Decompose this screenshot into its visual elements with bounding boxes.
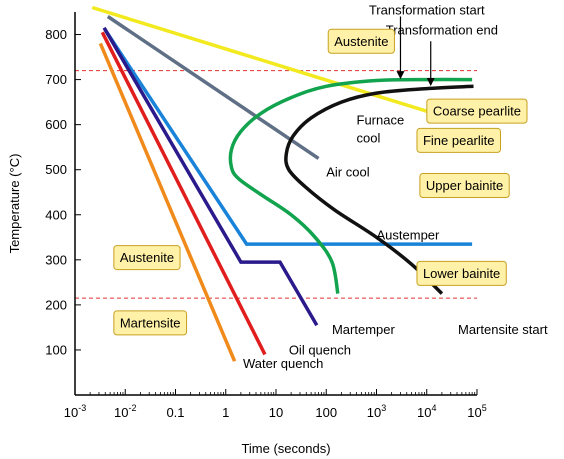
cooling-line-2	[103, 29, 473, 246]
box-austenite-top	[327, 28, 395, 54]
y-tick-label: 100	[45, 342, 67, 357]
cooling-curves	[91, 5, 473, 362]
annotation-transformation-start: Transformation start	[369, 2, 485, 17]
cooling-line-4	[100, 31, 267, 356]
y-tick-label: 500	[45, 162, 67, 177]
box-coarse-pearlite-label: Coarse pearlite	[433, 104, 521, 119]
y-tick-label: 800	[45, 27, 67, 42]
x-tick-label: 10-3	[64, 403, 86, 420]
y-axis-title: Temperature (°C)	[7, 154, 22, 254]
annotation-air-cool: Air cool	[326, 164, 369, 179]
x-tick-label: 0.1	[166, 405, 184, 420]
box-lower-bainite	[416, 260, 507, 286]
annotations: Furnace cool Air cool Austemper Martemper Oil…	[243, 2, 548, 371]
x-tick-label: 103	[367, 403, 386, 420]
y-tick-label: 400	[45, 207, 67, 222]
y-tick-label: 300	[45, 252, 67, 267]
box-austenite-left	[113, 245, 181, 271]
box-austenite-top-label: Austenite	[334, 34, 388, 49]
annotation-martemper: Martemper	[332, 322, 396, 337]
x-axis-title: Time (seconds)	[241, 441, 330, 456]
arrow-transformation-end-head	[426, 77, 435, 86]
transformation-end-curve	[284, 84, 474, 295]
y-tick-label: 600	[45, 117, 67, 132]
arrow-transformation-start-head	[396, 71, 405, 80]
x-tick-label: 104	[417, 403, 436, 420]
annotation-arrows	[396, 16, 435, 86]
box-coarse-pearlite	[426, 98, 528, 124]
axes: 100 200 300 400 500 600 700 800 10-3 10-2 0.1 1 10 10…	[7, 12, 487, 456]
y-tick-label: 200	[45, 297, 67, 312]
box-fine-pearlite-label: Fine pearlite	[423, 133, 495, 148]
box-fine-pearlite	[416, 127, 502, 153]
annotation-austemper: Austemper	[377, 228, 441, 243]
cooling-line-3	[102, 26, 319, 327]
y-tick-label: 700	[45, 72, 67, 87]
transformation-curves	[228, 77, 474, 295]
annotation-water-quench: Water quench	[243, 356, 323, 371]
x-tick-label: 1	[222, 405, 229, 420]
annotation-oil-quench: Oil quench	[289, 342, 351, 357]
box-upper-bainite-label: Upper bainite	[426, 178, 503, 193]
box-lower-bainite-label: Lower bainite	[423, 266, 500, 281]
annotation-transformation-end: Transformation end	[386, 23, 498, 38]
cooling-line-0	[91, 5, 442, 118]
x-tick-label: 10-2	[114, 403, 136, 420]
box-upper-bainite	[419, 172, 510, 198]
box-austenite-left-label: Austenite	[120, 250, 174, 265]
cooling-line-5	[98, 42, 237, 362]
x-tick-label: 10	[269, 405, 283, 420]
transformation-start-curve	[228, 77, 473, 294]
region-labels: Austenite Coarse pearlite Fine pearlite Upp…	[113, 28, 528, 336]
cooling-line-1	[106, 15, 320, 160]
x-tick-label: 105	[467, 403, 486, 420]
reference-lines	[75, 70, 477, 299]
annotation-furnace-cool: Furnace cool	[357, 113, 405, 146]
x-tick-label: 100	[315, 405, 337, 420]
box-martensite	[113, 310, 188, 336]
annotation-martensite-start: Martensite start	[458, 322, 548, 337]
box-martensite-label: Martensite	[120, 315, 181, 330]
